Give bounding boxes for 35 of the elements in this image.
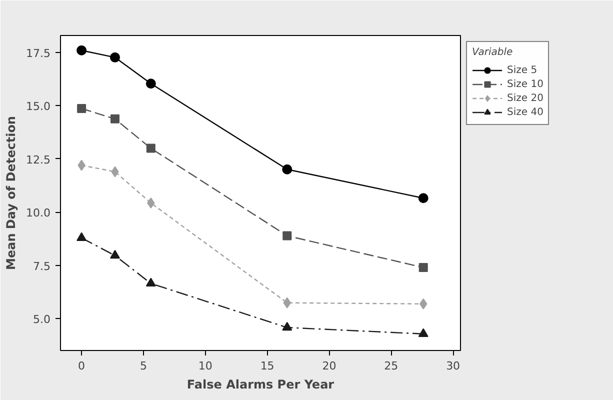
- x-tick-label: 0: [78, 360, 86, 372]
- y-axis-title: Mean Day of Detection: [4, 116, 18, 270]
- legend-title: Variable: [472, 47, 514, 58]
- point: [76, 45, 87, 56]
- x-tick-label: 25: [384, 360, 398, 372]
- point: [418, 193, 428, 204]
- legend-label: Size 40: [507, 106, 544, 119]
- legend-label: Size 10: [507, 78, 544, 91]
- y-tick-label: 15.0: [26, 100, 51, 114]
- point: [282, 322, 292, 331]
- point: [146, 278, 156, 287]
- y-tick-label: 5.0: [33, 313, 51, 326]
- x-tick-label: 15: [260, 360, 274, 372]
- y-tick-label: 12.5: [26, 153, 51, 166]
- point: [282, 231, 292, 240]
- x-tick-label: 10: [198, 360, 212, 372]
- point: [110, 52, 120, 62]
- x-tick-label: 30: [446, 360, 460, 372]
- point: [418, 262, 428, 272]
- x-tick-label: 5: [140, 360, 147, 372]
- point: [282, 164, 292, 174]
- point: [110, 250, 120, 259]
- x-tick-label: 20: [322, 360, 336, 372]
- point: [76, 232, 87, 242]
- y-tick-label: 7.5: [33, 260, 51, 273]
- point: [110, 114, 120, 124]
- x-axis-title: False Alarms Per Year: [186, 378, 334, 392]
- legend-label: Size 20: [507, 92, 544, 105]
- point: [146, 144, 156, 153]
- point: [418, 328, 428, 337]
- legend-label: Size 5: [507, 64, 538, 77]
- point: [77, 104, 86, 114]
- y-tick-label: 10.0: [26, 206, 51, 220]
- point: [146, 78, 156, 89]
- y-tick-label: 17.5: [26, 47, 51, 60]
